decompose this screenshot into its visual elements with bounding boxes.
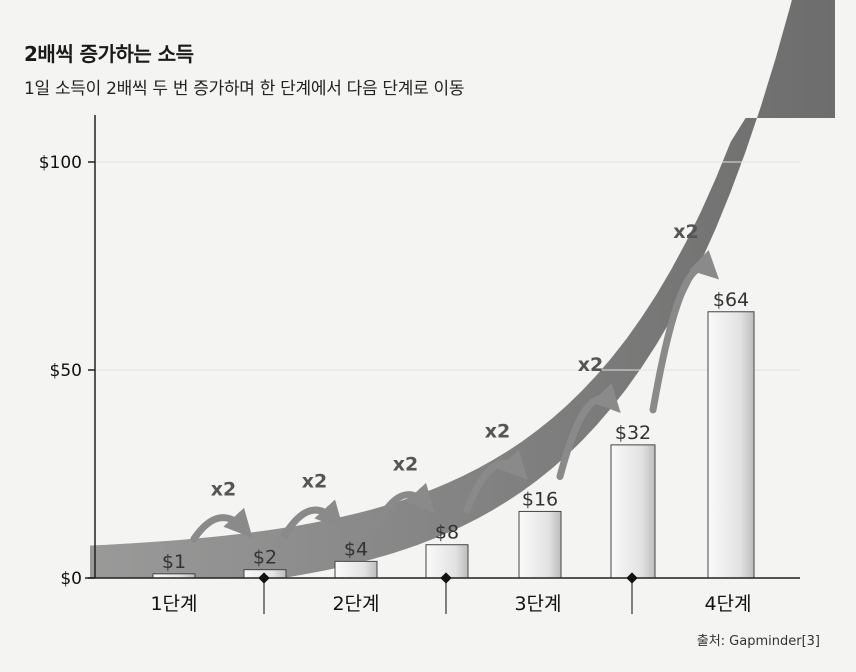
chart-subtitle: 1일 소득이 2배씩 두 번 증가하며 한 단계에서 다음 단계로 이동 xyxy=(24,79,465,99)
bar xyxy=(707,311,755,579)
y-tick-label: $50 xyxy=(50,361,82,381)
bar xyxy=(518,510,562,579)
multiplier-arrow xyxy=(190,507,253,543)
multiplier-label: x2 xyxy=(673,221,698,243)
stage-divider-marker xyxy=(626,572,638,584)
stage-divider-marker xyxy=(440,572,452,584)
stage-label: 1단계 xyxy=(150,593,197,615)
multiplier-arrow xyxy=(463,449,528,514)
multiplier-arrow xyxy=(649,250,720,414)
multiplier-arrow xyxy=(372,482,435,530)
bar-value-label: $4 xyxy=(344,538,368,560)
stage-label: 2단계 xyxy=(332,593,379,615)
multiplier-arrow xyxy=(281,499,344,539)
bar-value-label: $8 xyxy=(435,522,459,544)
bar-value-label: $16 xyxy=(522,488,558,510)
bar-value-label: $32 xyxy=(615,422,651,444)
bar xyxy=(610,444,656,579)
stage-label: 3단계 xyxy=(514,593,561,615)
multiplier-label: x2 xyxy=(578,354,603,376)
chart-title: 2배씩 증가하는 소득 xyxy=(24,42,194,66)
source-note: 출처: Gapminder[3] xyxy=(696,634,820,649)
multiplier-label: x2 xyxy=(393,454,418,476)
multiplier-label: x2 xyxy=(302,470,327,492)
y-tick-label: $0 xyxy=(60,569,82,589)
multiplier-arrow xyxy=(556,383,621,480)
bar xyxy=(425,544,469,579)
bar-value-label: $64 xyxy=(713,289,749,311)
multiplier-label: x2 xyxy=(485,420,510,442)
bar-value-label: $2 xyxy=(253,547,277,569)
bar-value-label: $1 xyxy=(162,551,186,573)
multiplier-label: x2 xyxy=(211,479,236,501)
y-tick-label: $100 xyxy=(39,153,82,173)
stage-label: 4단계 xyxy=(704,593,751,615)
stage-divider-marker xyxy=(258,572,270,584)
bar xyxy=(334,560,378,579)
